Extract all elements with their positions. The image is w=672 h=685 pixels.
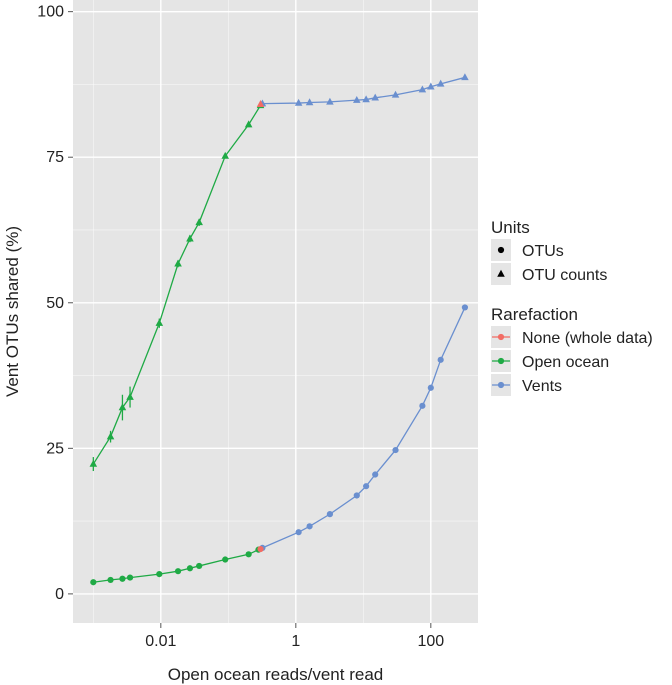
data-point: [174, 568, 182, 575]
legend-key-point: [497, 333, 505, 341]
data-point: [186, 565, 194, 572]
legend-units-label: OTUs: [522, 243, 564, 260]
data-point: [89, 459, 98, 467]
legend-key-point: [497, 381, 505, 389]
data-point: [244, 120, 253, 128]
data-point: [186, 234, 194, 242]
series-none-whole-data--otus: [257, 545, 264, 553]
data-point: [222, 556, 229, 563]
series-none-whole-data--otu-counts: [256, 100, 265, 107]
data-point: [294, 98, 303, 106]
plot-panel: [73, 0, 478, 623]
data-point: [419, 402, 426, 409]
data-point: [106, 432, 115, 440]
data-point: [461, 304, 469, 311]
data-point: [392, 446, 399, 454]
data-point: [295, 529, 302, 536]
x-tick-label: 1: [291, 633, 300, 650]
data-point: [245, 551, 252, 558]
data-point: [391, 90, 400, 98]
data-point: [363, 483, 370, 490]
series-layer: [89, 73, 469, 586]
data-point: [437, 356, 444, 363]
data-point: [256, 100, 265, 107]
data-point: [257, 545, 264, 553]
data-point: [118, 403, 127, 411]
y-tick-label: 50: [46, 295, 64, 312]
legend-units-label: OTU counts: [522, 267, 607, 284]
grid: [73, 0, 478, 623]
data-point: [353, 492, 360, 499]
data-point: [90, 579, 97, 586]
x-tick-label: 0.01: [145, 633, 176, 650]
data-point: [126, 392, 134, 400]
data-point: [126, 574, 134, 581]
legend-rarefaction-label: None (whole data): [522, 330, 653, 347]
series-vents-otu-counts: [258, 73, 469, 107]
data-point: [306, 523, 313, 530]
y-tick-label: 100: [37, 4, 64, 21]
data-point: [119, 575, 126, 582]
legend-key-circle: [497, 246, 505, 254]
panel-background: [73, 0, 478, 623]
y-axis-title: Vent OTUs shared (%): [3, 226, 22, 397]
x-axis-title: Open ocean reads/vent read: [168, 665, 383, 684]
data-point: [362, 95, 370, 103]
data-point: [371, 93, 379, 101]
y-tick-label: 25: [46, 440, 64, 457]
data-point: [418, 85, 427, 93]
legend-rarefaction-title: Rarefaction: [491, 305, 578, 324]
x-tick-label: 100: [417, 633, 444, 650]
legend-rarefaction-label: Open ocean: [522, 354, 609, 371]
series-open-ocean-otus: [90, 546, 262, 586]
legend-key-point: [497, 357, 505, 365]
data-point: [352, 95, 361, 103]
legend-key-triangle: [497, 269, 505, 277]
data-point: [156, 570, 163, 578]
data-point: [436, 79, 445, 87]
legend-rarefaction-label: Vents: [522, 378, 562, 395]
data-point: [326, 97, 334, 105]
y-tick-label: 75: [46, 149, 64, 166]
y-tick-label: 0: [55, 586, 64, 603]
data-point: [155, 318, 164, 326]
data-point: [461, 73, 469, 81]
tick-layer: 0 25 50 75 100 0.01 1 100: [37, 4, 444, 650]
legend-units-title: Units: [491, 218, 530, 237]
data-point: [305, 98, 314, 106]
data-point: [221, 151, 230, 159]
data-point: [372, 471, 379, 478]
legend: Units Rarefaction OTUs OTU counts None (wh…: [491, 218, 653, 396]
data-point: [427, 82, 435, 90]
data-point: [195, 218, 203, 226]
data-point: [196, 562, 203, 570]
data-point: [326, 511, 334, 518]
data-point: [427, 384, 434, 391]
data-point: [107, 576, 114, 584]
data-point: [174, 259, 182, 267]
